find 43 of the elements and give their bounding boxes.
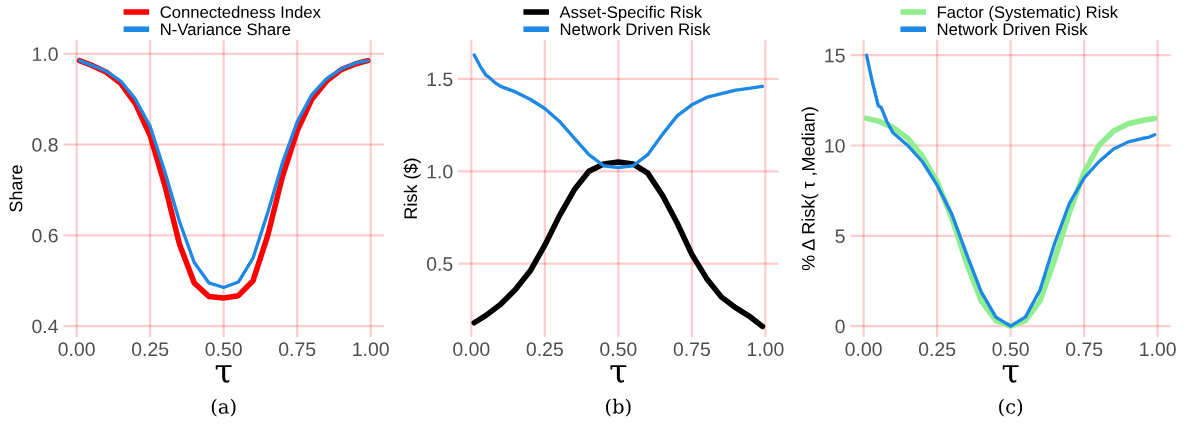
x-tick-label: 0.75: [279, 342, 316, 357]
y-axis-title: Risk ($): [403, 158, 421, 219]
x-tick-label: 0.75: [673, 342, 710, 357]
x-axis-title: τ: [1002, 365, 1019, 383]
x-tick-label: 0.75: [1065, 342, 1103, 357]
line-series: [472, 53, 765, 170]
y-tick-label: 0: [835, 319, 845, 334]
x-axis-title: τ: [215, 365, 232, 383]
x-tick-label: 0.00: [58, 342, 95, 357]
y-axis-title: % Δ Risk( τ ,Median): [801, 107, 819, 271]
y-tick-label: 0.6: [32, 228, 58, 243]
legend-label: Network Driven Risk: [937, 22, 1088, 36]
text: (c): [999, 398, 1023, 417]
x-tick-label: 0.50: [600, 342, 637, 357]
y-tick-label: 1.0: [32, 47, 58, 62]
y-tick-label: 1.5: [427, 72, 453, 87]
legend-label: N-Variance Share: [161, 22, 291, 36]
y-tick-label: 0.5: [426, 257, 453, 271]
y-tick-label: 0.8: [32, 138, 58, 152]
line-series: [864, 53, 1157, 328]
x-tick-label: 1.00: [747, 342, 784, 357]
x-tick-label: 1.00: [353, 342, 389, 357]
x-tick-label: 0.00: [845, 342, 882, 357]
y-axis-title: Share: [9, 165, 23, 212]
y-tick-label: 0.4: [32, 319, 58, 334]
y-tick-label: 10: [825, 138, 845, 153]
y-tick-label: 5: [835, 229, 845, 244]
x-tick-label: 0.00: [453, 342, 490, 357]
legend-label: Network Driven Risk: [560, 22, 711, 36]
text: (a): [211, 398, 236, 417]
x-tick-label: 0.25: [131, 342, 169, 357]
legend-label: Factor (Systematic) Risk: [937, 5, 1119, 22]
x-tick-label: 0.25: [918, 342, 956, 357]
legend-label: Asset-Specific Risk: [559, 5, 703, 22]
legend-label: Connectedness Index: [160, 5, 321, 19]
y-tick-label: 1.0: [427, 164, 453, 179]
x-tick-label: 0.25: [526, 342, 563, 357]
x-tick-label: 0.50: [205, 342, 242, 357]
x-tick-label: 0.50: [992, 342, 1029, 357]
x-tick-label: 1.00: [1140, 342, 1176, 357]
text: (b): [606, 398, 631, 417]
x-axis-title: τ: [610, 365, 627, 383]
y-tick-label: 15: [825, 48, 845, 63]
